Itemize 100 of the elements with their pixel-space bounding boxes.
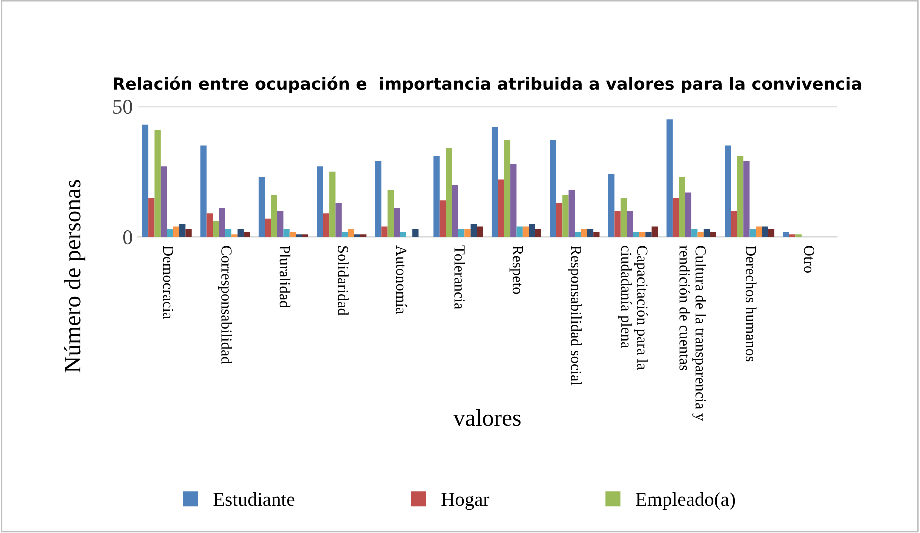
bar xyxy=(284,229,290,238)
bar xyxy=(186,229,192,238)
bar xyxy=(477,226,484,238)
bar xyxy=(562,195,569,238)
bar xyxy=(342,232,348,238)
bar xyxy=(464,229,471,238)
bar xyxy=(388,190,394,238)
bar xyxy=(382,226,388,238)
bar xyxy=(692,229,698,238)
bar xyxy=(620,198,628,238)
legend-label: Empleado(a) xyxy=(636,492,736,510)
bar xyxy=(394,208,400,238)
bar xyxy=(154,130,161,238)
bar xyxy=(265,218,272,238)
bar xyxy=(762,226,768,238)
bar xyxy=(522,226,530,238)
bar xyxy=(587,229,594,238)
bar xyxy=(568,190,575,238)
bar xyxy=(768,229,775,238)
bar xyxy=(510,164,517,238)
x-tick-label: Derechos humanos xyxy=(746,246,757,362)
x-tick-label: Otro xyxy=(804,246,815,273)
bar xyxy=(330,172,336,238)
bar xyxy=(160,166,168,238)
bar xyxy=(148,198,155,238)
bar xyxy=(556,203,563,238)
y-tick-label: 0 xyxy=(124,230,132,245)
bar xyxy=(756,226,762,238)
bar xyxy=(492,127,498,238)
bar xyxy=(470,224,478,238)
x-tick-label: Pluralidad xyxy=(280,246,291,308)
bar xyxy=(302,234,308,238)
y-tick-label: 50 xyxy=(114,100,132,114)
bar xyxy=(440,200,446,238)
x-tick-label: Capacitación para la ciudadanía plena xyxy=(618,246,648,370)
bar xyxy=(731,211,738,238)
bar xyxy=(225,229,232,238)
bar xyxy=(232,234,238,238)
bar xyxy=(317,166,324,238)
bar xyxy=(516,226,523,238)
bar xyxy=(652,226,658,238)
bar xyxy=(789,234,796,238)
bar xyxy=(783,232,790,238)
bar xyxy=(672,198,680,238)
bar xyxy=(412,229,419,238)
x-tick-label: Solidaridad xyxy=(338,246,349,316)
bar xyxy=(575,232,582,238)
bar xyxy=(646,232,652,238)
bar xyxy=(581,229,588,238)
bar xyxy=(142,124,149,238)
bar xyxy=(244,232,250,238)
bar xyxy=(167,229,174,238)
bar xyxy=(535,229,542,238)
bar xyxy=(173,226,180,238)
bar xyxy=(704,229,710,238)
bar xyxy=(354,234,361,238)
bar xyxy=(400,232,406,238)
bar xyxy=(796,234,802,238)
bar xyxy=(725,146,732,238)
bar xyxy=(529,224,536,238)
bar xyxy=(446,148,452,238)
y-axis-title: Número de personas xyxy=(64,180,86,373)
x-tick-label: Democracia xyxy=(163,246,174,320)
bar xyxy=(200,146,207,238)
bar xyxy=(277,211,284,238)
chart-title: Relación entre ocupación e importancia atribuida a valores para la convivencia xyxy=(114,76,862,94)
bar xyxy=(238,229,244,238)
x-tick-label: Cultura de la transparencia y rendición de cuentas xyxy=(680,246,706,422)
bar xyxy=(206,214,214,238)
bar xyxy=(550,140,556,238)
x-tick-label: Autonomía xyxy=(396,246,408,314)
bar xyxy=(360,234,367,238)
bar xyxy=(271,195,278,238)
bar xyxy=(594,232,600,238)
bar xyxy=(744,161,750,238)
bar xyxy=(290,232,296,238)
x-tick-label: Tolerancia xyxy=(454,246,466,310)
bar xyxy=(608,174,615,238)
bar xyxy=(737,156,744,238)
bar xyxy=(296,234,302,238)
bar xyxy=(504,140,511,238)
bar xyxy=(679,177,686,238)
bar xyxy=(458,229,465,238)
bar xyxy=(434,156,440,238)
bar xyxy=(452,184,458,238)
bar xyxy=(258,177,266,238)
x-tick-label: Respeto xyxy=(510,246,524,294)
bar xyxy=(375,161,382,238)
x-tick-label: Corresponsabilidad xyxy=(218,246,232,364)
x-tick-label: Responsabilidad social xyxy=(568,246,582,386)
bar xyxy=(614,211,621,238)
bar xyxy=(685,192,692,238)
bar xyxy=(336,203,342,238)
bar xyxy=(213,222,220,238)
bar xyxy=(348,229,354,238)
bar xyxy=(698,232,704,238)
bar xyxy=(639,232,646,238)
legend-label: Estudiante xyxy=(214,492,295,506)
bar xyxy=(323,214,330,238)
bar xyxy=(219,208,226,238)
